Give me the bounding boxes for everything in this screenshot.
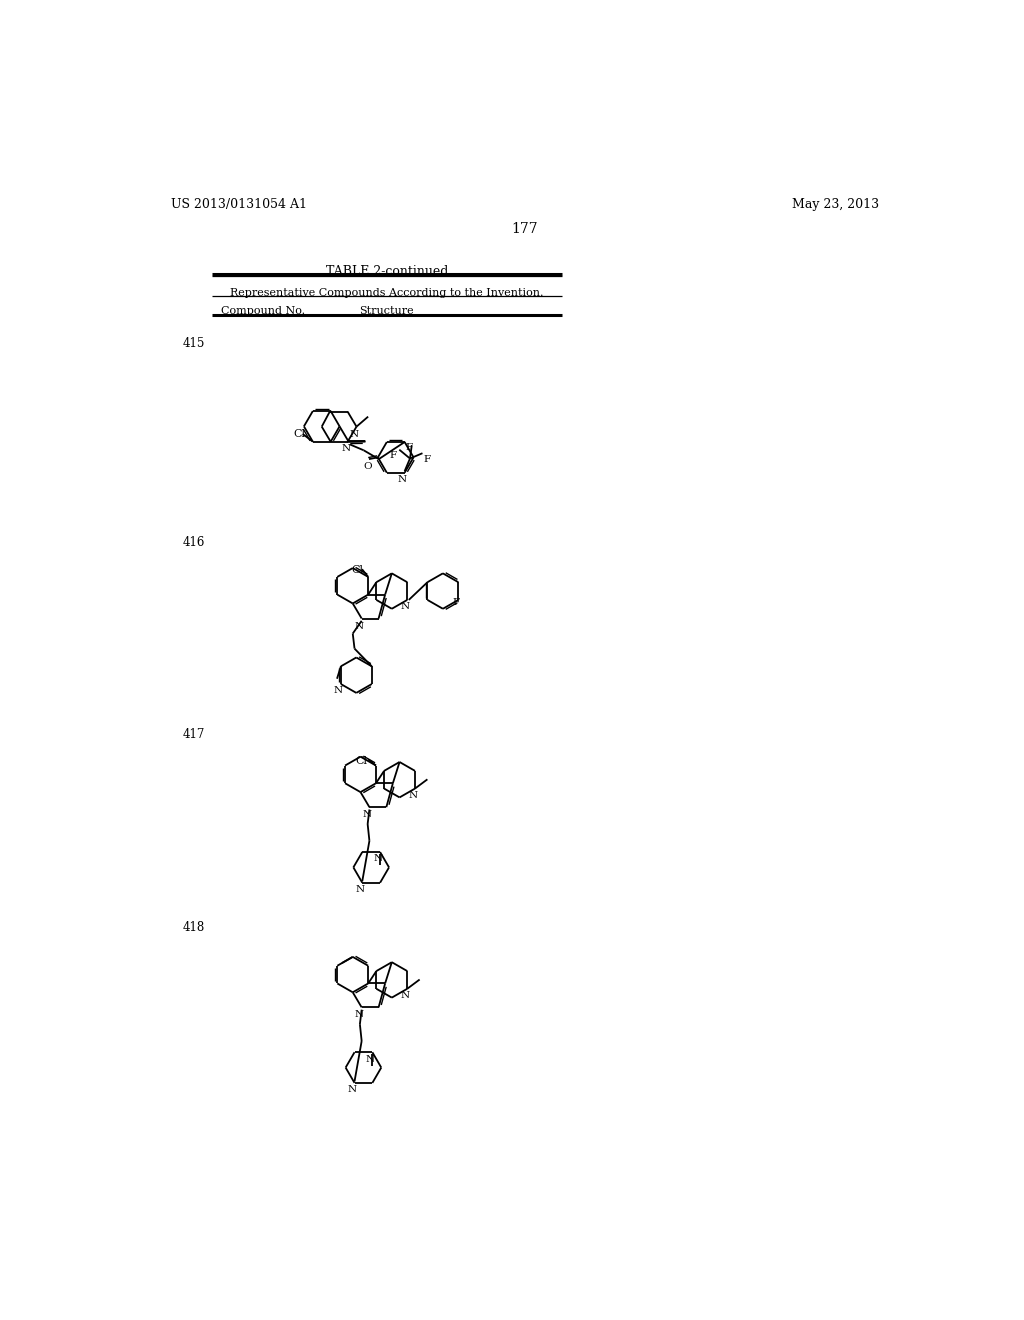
Text: N: N xyxy=(397,475,407,484)
Text: 417: 417 xyxy=(182,729,205,742)
Text: Representative Compounds According to the Invention.: Representative Compounds According to th… xyxy=(230,288,544,298)
Text: F: F xyxy=(389,451,396,461)
Text: N: N xyxy=(362,810,372,820)
Text: N: N xyxy=(354,622,364,631)
Text: O: O xyxy=(364,462,372,471)
Text: US 2013/0131054 A1: US 2013/0131054 A1 xyxy=(171,198,306,211)
Text: N: N xyxy=(366,1055,375,1064)
Text: 416: 416 xyxy=(182,536,205,549)
Text: Compound No.: Compound No. xyxy=(221,306,305,317)
Text: N: N xyxy=(334,686,343,696)
Text: N: N xyxy=(349,430,358,438)
Text: 418: 418 xyxy=(182,921,205,933)
Text: 415: 415 xyxy=(182,337,205,350)
Text: F: F xyxy=(406,444,413,451)
Text: N: N xyxy=(342,445,351,454)
Text: May 23, 2013: May 23, 2013 xyxy=(792,198,879,211)
Text: 177: 177 xyxy=(511,222,539,235)
Text: N: N xyxy=(400,991,410,1001)
Text: N: N xyxy=(373,854,382,863)
Text: N: N xyxy=(354,1010,364,1019)
Text: N: N xyxy=(400,602,410,611)
Text: Structure: Structure xyxy=(359,306,414,317)
Text: Cl: Cl xyxy=(355,756,368,767)
Text: F: F xyxy=(453,598,460,607)
Text: TABLE 2-continued: TABLE 2-continued xyxy=(326,264,449,277)
Text: Cl: Cl xyxy=(294,429,305,440)
Text: F: F xyxy=(423,455,430,463)
Text: N: N xyxy=(355,884,365,894)
Text: N: N xyxy=(409,791,417,800)
Text: Cl: Cl xyxy=(351,565,364,574)
Text: N: N xyxy=(347,1085,356,1094)
